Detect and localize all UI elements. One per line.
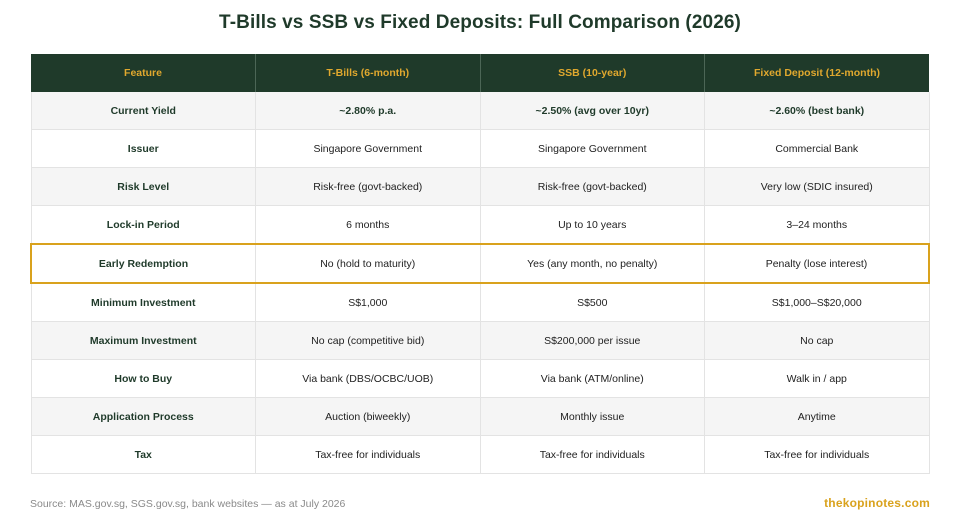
page-title: T-Bills vs SSB vs Fixed Deposits: Full C…	[219, 12, 741, 33]
table-cell: Tax-free for individuals	[480, 435, 705, 474]
table-header-row: Feature T-Bills (6-month) SSB (10-year) …	[31, 54, 929, 92]
row-label: Risk Level	[30, 167, 256, 206]
source-note: Source: MAS.gov.sg, SGS.gov.sg, bank web…	[30, 498, 346, 510]
table-row-minimum-investment: Minimum Investment S$1,000 S$500 S$1,000…	[30, 283, 930, 322]
row-label: Issuer	[30, 129, 256, 168]
table-row-current-yield: Current Yield ~2.80% p.a. ~2.50% (avg ov…	[30, 92, 930, 130]
brand-watermark: thekopinotes.com	[824, 496, 930, 510]
table-cell: S$500	[480, 283, 705, 322]
row-label: Application Process	[30, 397, 256, 436]
table-cell: Via bank (ATM/online)	[480, 359, 705, 398]
row-label: How to Buy	[30, 359, 256, 398]
comparison-table: Feature T-Bills (6-month) SSB (10-year) …	[30, 54, 930, 474]
table-cell: Auction (biweekly)	[255, 397, 481, 436]
header-ssb: SSB (10-year)	[480, 54, 705, 92]
table-cell: No (hold to maturity)	[255, 243, 481, 284]
row-label: Maximum Investment	[30, 321, 256, 360]
table-cell: ~2.80% p.a.	[255, 92, 481, 130]
table-row-risk-level: Risk Level Risk-free (govt-backed) Risk-…	[30, 167, 930, 206]
row-label: Lock-in Period	[30, 205, 256, 245]
table-row-maximum-investment: Maximum Investment No cap (competitive b…	[30, 321, 930, 360]
table-cell: Risk-free (govt-backed)	[255, 167, 481, 206]
table-cell: Very low (SDIC insured)	[704, 167, 930, 206]
table-cell: S$1,000–S$20,000	[704, 283, 930, 322]
table-cell: No cap (competitive bid)	[255, 321, 481, 360]
row-label: Minimum Investment	[30, 283, 256, 322]
row-label: Early Redemption	[30, 243, 256, 284]
table-cell: 6 months	[255, 205, 481, 245]
table-cell: Tax-free for individuals	[704, 435, 930, 474]
table-row-early-redemption-highlighted: Early Redemption No (hold to maturity) Y…	[30, 243, 930, 284]
header-fixed-deposit: Fixed Deposit (12-month)	[704, 54, 929, 92]
table-row-issuer: Issuer Singapore Government Singapore Go…	[30, 129, 930, 168]
table-cell: S$1,000	[255, 283, 481, 322]
table-cell: Singapore Government	[480, 129, 705, 168]
table-cell: S$200,000 per issue	[480, 321, 705, 360]
row-label: Current Yield	[30, 92, 256, 130]
table-cell: Commercial Bank	[704, 129, 930, 168]
table-row-tax: Tax Tax-free for individuals Tax-free fo…	[30, 435, 930, 474]
table-cell: Up to 10 years	[480, 205, 705, 245]
table-cell: Via bank (DBS/OCBC/UOB)	[255, 359, 481, 398]
header-feature: Feature	[31, 54, 256, 92]
table-cell: Anytime	[704, 397, 930, 436]
table-cell: ~2.60% (best bank)	[704, 92, 930, 130]
table-cell: 3–24 months	[704, 205, 930, 245]
table-cell: ~2.50% (avg over 10yr)	[480, 92, 705, 130]
table-row-lock-in-period: Lock-in Period 6 months Up to 10 years 3…	[30, 205, 930, 245]
table-cell: Singapore Government	[255, 129, 481, 168]
table-cell: Penalty (lose interest)	[704, 243, 930, 284]
header-tbills: T-Bills (6-month)	[255, 54, 481, 92]
table-cell: No cap	[704, 321, 930, 360]
table-row-how-to-buy: How to Buy Via bank (DBS/OCBC/UOB) Via b…	[30, 359, 930, 398]
table-cell: Risk-free (govt-backed)	[480, 167, 705, 206]
row-label: Tax	[30, 435, 256, 474]
table-row-application-process: Application Process Auction (biweekly) M…	[30, 397, 930, 436]
table-cell: Walk in / app	[704, 359, 930, 398]
table-cell: Monthly issue	[480, 397, 705, 436]
table-cell: Tax-free for individuals	[255, 435, 481, 474]
table-cell: Yes (any month, no penalty)	[480, 243, 705, 284]
